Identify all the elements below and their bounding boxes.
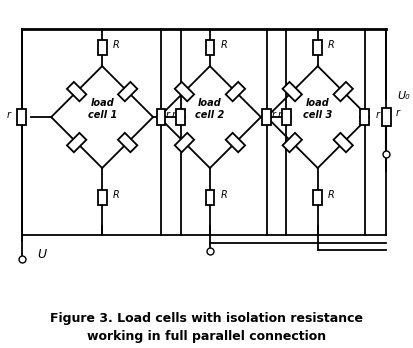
- Polygon shape: [67, 133, 86, 152]
- Polygon shape: [206, 40, 214, 55]
- Text: r: r: [7, 110, 11, 120]
- Text: load
cell 3: load cell 3: [303, 98, 332, 120]
- Text: U₀: U₀: [398, 90, 410, 101]
- Polygon shape: [226, 133, 245, 152]
- Text: r: r: [172, 110, 176, 120]
- Polygon shape: [67, 82, 86, 101]
- Polygon shape: [176, 109, 185, 125]
- Text: r: r: [278, 110, 282, 120]
- Polygon shape: [175, 133, 194, 152]
- Text: R: R: [112, 40, 119, 49]
- Text: R: R: [328, 190, 335, 199]
- Polygon shape: [313, 190, 322, 205]
- Polygon shape: [98, 40, 107, 55]
- Polygon shape: [206, 190, 214, 205]
- Polygon shape: [282, 133, 302, 152]
- Polygon shape: [282, 109, 291, 125]
- Text: U: U: [37, 248, 46, 261]
- Text: r: r: [272, 110, 275, 120]
- Text: load
cell 1: load cell 1: [88, 98, 117, 120]
- Text: r: r: [396, 108, 400, 118]
- Polygon shape: [118, 133, 137, 152]
- Polygon shape: [157, 109, 165, 125]
- Polygon shape: [262, 109, 271, 125]
- Text: r: r: [166, 110, 170, 120]
- Text: R: R: [112, 190, 119, 199]
- Polygon shape: [313, 40, 322, 55]
- Polygon shape: [382, 108, 391, 126]
- Polygon shape: [98, 190, 107, 205]
- Polygon shape: [282, 82, 302, 101]
- Text: R: R: [328, 40, 335, 49]
- Polygon shape: [361, 109, 369, 125]
- Text: r: r: [375, 110, 380, 120]
- Text: working in full parallel connection: working in full parallel connection: [87, 330, 326, 343]
- Text: Figure 3. Load cells with isolation resistance: Figure 3. Load cells with isolation resi…: [50, 312, 363, 325]
- Polygon shape: [334, 133, 353, 152]
- Polygon shape: [175, 82, 194, 101]
- Polygon shape: [17, 109, 26, 125]
- Text: R: R: [220, 190, 227, 199]
- Polygon shape: [118, 82, 137, 101]
- Text: load
cell 2: load cell 2: [195, 98, 225, 120]
- Polygon shape: [334, 82, 353, 101]
- Text: R: R: [220, 40, 227, 49]
- Polygon shape: [226, 82, 245, 101]
